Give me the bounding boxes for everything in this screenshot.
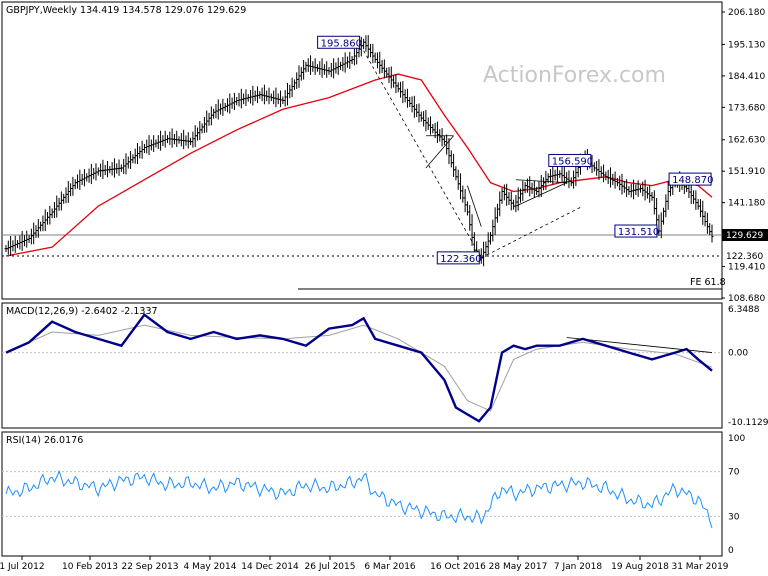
price-annotation-box: [317, 35, 361, 49]
x-tick-label: 26 Jul 2015: [305, 562, 356, 572]
x-tick-label: 14 Dec 2014: [241, 562, 299, 572]
price-layer: [4, 35, 714, 267]
price-annotation-box: [548, 153, 592, 167]
support-value: 122.360: [726, 252, 763, 262]
price-annotation-label: 195.860: [321, 38, 362, 49]
pattern-line: [425, 135, 454, 169]
y-tick-label: 173.680: [728, 103, 765, 113]
price-annotation-label: 156.590: [552, 156, 593, 167]
annotation-layer: 195.860 122.360 156.590 148.870 131.510: [317, 35, 713, 265]
macd-header: MACD(12,26,9) -2.6402 -2.1337: [6, 306, 158, 317]
price-annotation-box: [436, 251, 480, 265]
rsi-header: RSI(14) 26.0176: [6, 435, 83, 446]
rsi-y-tick-label: 70: [728, 468, 740, 478]
y-tick-label: 162.630: [728, 136, 765, 146]
y-tick-label: 141.180: [728, 199, 765, 209]
price-annotation-label: 148.870: [672, 175, 713, 186]
rsi-panel: [1, 431, 723, 557]
y-tick-label: 119.410: [728, 263, 765, 273]
macd-layer: [2, 313, 722, 423]
last-price-tag: [722, 229, 768, 241]
moving-average-line: [5, 73, 713, 257]
watermark: ActionForex.com: [483, 63, 666, 88]
rsi-y-tick-label: 100: [728, 434, 745, 444]
x-tick-label: 6 Mar 2016: [364, 562, 416, 572]
x-tick-label: 31 Mar 2019: [671, 562, 728, 572]
x-tick-label: 7 Jan 2018: [554, 562, 602, 572]
rsi-line: [5, 469, 713, 529]
macd-trend-line: [566, 337, 713, 353]
y-tick-label: 206.180: [728, 8, 765, 18]
macd-panel: [1, 302, 723, 429]
price-annotation-box: [614, 224, 658, 238]
price-annotation-label: 122.360: [440, 254, 481, 265]
macd-signal-line: [5, 324, 713, 412]
rsi-y-tick-label: 30: [728, 512, 740, 522]
x-tick-label: 22 Sep 2013: [121, 562, 178, 572]
x-tick-label: 1 Jul 2012: [0, 562, 45, 572]
x-tick-label: 19 Aug 2018: [611, 562, 669, 572]
x-tick-label: 10 Feb 2013: [62, 562, 118, 572]
axis-layer: 206.180 195.130 184.410 173.680 162.630 151.9…: [0, 8, 768, 572]
macd-line: [5, 313, 713, 423]
last-price-value: 129.629: [726, 231, 763, 241]
fe-label: FE 61.8: [690, 277, 726, 288]
pattern-line: [515, 182, 567, 207]
pattern-line: [515, 179, 567, 184]
pattern-line: [467, 185, 482, 227]
x-tick-label: 16 Oct 2016: [430, 562, 486, 572]
macd-y-tick-label: 0.00: [728, 349, 748, 359]
macd-y-tick-label: -10.1129: [728, 418, 768, 428]
price-annotation-box: [668, 172, 712, 186]
moving-average-layer: [5, 73, 713, 257]
x-tick-label: 28 May 2017: [489, 562, 548, 572]
rsi-y-tick-label: 0: [728, 546, 734, 556]
projection-line: [481, 205, 583, 259]
x-tick-label: 4 May 2014: [184, 562, 237, 572]
rsi-layer: [2, 469, 722, 529]
price-annotation-label: 131.510: [618, 227, 659, 238]
price-header: GBPJPY,Weekly 134.419 134.578 129.076 12…: [6, 5, 246, 16]
macd-y-tick-label: 6.3488: [728, 305, 760, 315]
y-tick-label: 108.680: [728, 294, 765, 304]
y-tick-label: 151.910: [728, 167, 765, 177]
projection-line: [363, 50, 482, 259]
y-tick-label: 184.410: [728, 72, 765, 82]
y-tick-label: 195.130: [728, 40, 765, 50]
price-panel: [1, 1, 723, 300]
